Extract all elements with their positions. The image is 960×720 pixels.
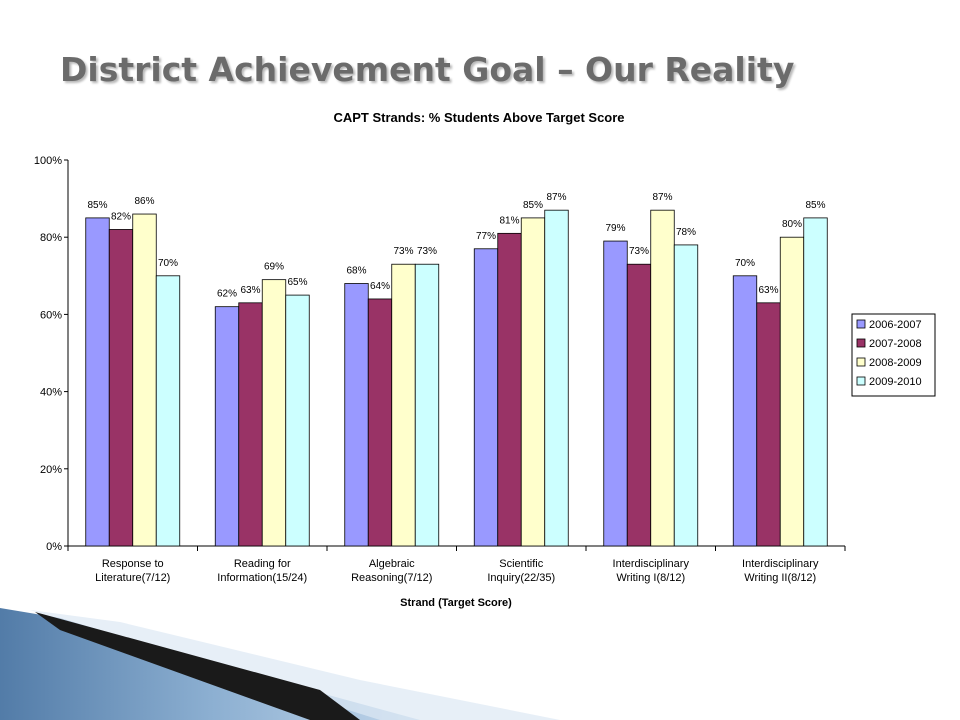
x-tick-label: Scientific <box>499 558 544 570</box>
legend-label: 2006-2007 <box>869 319 922 331</box>
x-tick-label: Reading for <box>234 558 291 570</box>
data-label: 65% <box>287 277 307 288</box>
y-tick-label: 80% <box>40 232 62 244</box>
bar-2008-2009 <box>132 213 157 547</box>
bar-2009-2010 <box>155 275 181 547</box>
data-label: 70% <box>158 258 178 269</box>
bar-2008-2009 <box>520 217 546 547</box>
y-tick-label: 40% <box>40 387 62 399</box>
x-tick-label: Interdisciplinary <box>613 558 690 570</box>
data-label: 79% <box>605 223 625 234</box>
data-label: 62% <box>217 289 237 300</box>
x-tick-label: Interdisciplinary <box>742 558 819 570</box>
data-label: 86% <box>134 196 154 207</box>
bar-2008-2009 <box>261 279 287 547</box>
data-label: 63% <box>240 285 260 296</box>
data-label: 73% <box>629 246 649 257</box>
data-label: 85% <box>87 200 107 211</box>
data-label: 78% <box>676 227 696 238</box>
x-tick-label: Response to <box>102 558 164 570</box>
x-tick-label: Algebraic <box>369 558 415 570</box>
bar-2006-2007 <box>603 240 628 547</box>
bar-2006-2007 <box>473 248 499 547</box>
y-tick-label: 0% <box>46 541 62 553</box>
data-label: 85% <box>523 200 543 211</box>
x-tick-label: Inquiry(22/35) <box>487 572 555 584</box>
bar-2007-2008 <box>626 263 652 547</box>
legend-label: 2007-2008 <box>869 338 922 350</box>
y-tick-label: 20% <box>40 464 62 476</box>
bar-2009-2010 <box>673 244 699 547</box>
bar-2008-2009 <box>391 263 416 547</box>
bar-2006-2007 <box>85 217 110 547</box>
data-label: 77% <box>476 231 496 242</box>
bar-2007-2008 <box>238 302 263 547</box>
data-label: 87% <box>546 192 566 203</box>
data-label: 73% <box>417 246 437 257</box>
legend-swatch-2008-2009 <box>856 357 866 367</box>
bar-2007-2008 <box>108 229 134 547</box>
data-label: 85% <box>805 200 825 211</box>
bar-2006-2007 <box>214 306 240 547</box>
legend <box>851 313 936 397</box>
data-label: 63% <box>758 285 778 296</box>
data-label: 69% <box>264 262 284 273</box>
x-tick-label: Literature(7/12) <box>95 572 170 584</box>
legend-label: 2009-2010 <box>869 376 922 388</box>
x-tick-label: Writing II(8/12) <box>744 572 816 584</box>
bar-2009-2010 <box>803 217 828 547</box>
legend-swatch-2009-2010 <box>856 376 866 386</box>
legend-swatch-2006-2007 <box>856 319 866 329</box>
bar-2006-2007 <box>732 275 758 547</box>
bar-2009-2010 <box>544 209 569 547</box>
x-tick-label: Reasoning(7/12) <box>351 572 432 584</box>
chart-title: CAPT Strands: % Students Above Target Sc… <box>333 110 624 125</box>
data-label: 81% <box>499 215 519 226</box>
bar-2008-2009 <box>779 236 805 547</box>
bar-2009-2010 <box>285 294 310 547</box>
data-label: 73% <box>393 246 413 257</box>
x-tick-label: Information(15/24) <box>217 572 307 584</box>
legend-label: 2008-2009 <box>869 357 922 369</box>
data-label: 68% <box>346 266 366 277</box>
bar-2007-2008 <box>497 232 522 547</box>
legend-swatch-2007-2008 <box>856 338 866 348</box>
bar-2006-2007 <box>344 283 369 547</box>
data-label: 64% <box>370 281 390 292</box>
data-label: 87% <box>652 192 672 203</box>
data-label: 82% <box>111 211 131 222</box>
x-tick-label: Writing I(8/12) <box>616 572 685 584</box>
bar-2009-2010 <box>414 263 440 547</box>
data-label: 80% <box>782 219 802 230</box>
y-tick-label: 100% <box>34 155 62 167</box>
y-tick-label: 60% <box>40 309 62 321</box>
x-axis-title: Strand (Target Score) <box>400 597 512 609</box>
slide-title: District Achievement Goal – Our Reality <box>60 50 795 89</box>
bar-2007-2008 <box>367 298 393 547</box>
bar-2008-2009 <box>650 209 675 547</box>
data-label: 70% <box>735 258 755 269</box>
bar-2007-2008 <box>756 302 781 547</box>
